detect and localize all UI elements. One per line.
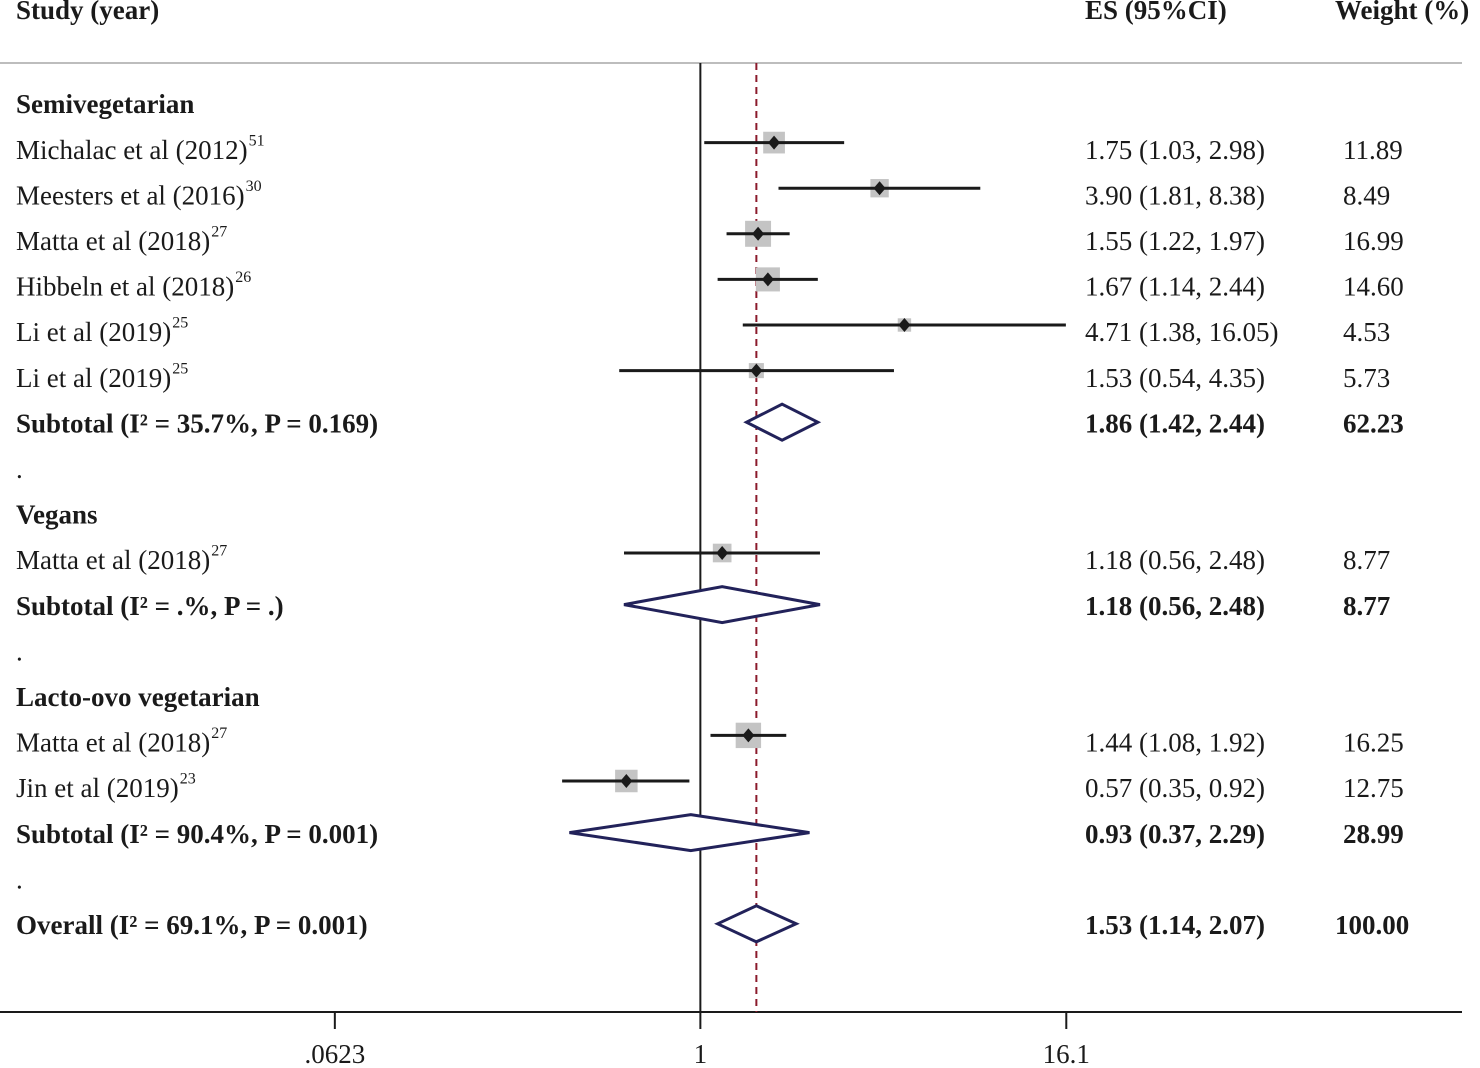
pooled-diamond bbox=[569, 813, 810, 853]
summary-label: Subtotal (I² = 35.7%, P = 0.169) bbox=[16, 408, 378, 438]
study-weight: 4.53 bbox=[1343, 317, 1390, 347]
study-ci: 1.75 (1.03, 2.98) bbox=[1085, 135, 1265, 165]
point-estimate bbox=[761, 272, 774, 287]
study-weight: 8.49 bbox=[1343, 180, 1390, 210]
summary-ci: 1.18 (0.56, 2.48) bbox=[1085, 591, 1265, 621]
separator: . bbox=[16, 636, 23, 666]
study-ci: 1.18 (0.56, 2.48) bbox=[1085, 545, 1265, 575]
study-ref: 25 bbox=[172, 315, 188, 332]
study-ref: 51 bbox=[249, 132, 265, 149]
separator: . bbox=[16, 454, 23, 484]
study-ci: 4.71 (1.38, 16.05) bbox=[1085, 317, 1278, 347]
group-name: Semivegetarian bbox=[16, 89, 194, 119]
study-weight: 16.25 bbox=[1343, 728, 1404, 758]
study-name: Li et al (2019) bbox=[16, 317, 171, 347]
study-ci: 0.57 (0.35, 0.92) bbox=[1085, 773, 1265, 803]
point-estimate bbox=[716, 546, 729, 560]
summary-weight: 62.23 bbox=[1343, 408, 1404, 438]
summary-weight: 100.00 bbox=[1335, 910, 1409, 940]
summary-ci: 1.86 (1.42, 2.44) bbox=[1085, 408, 1265, 438]
point-estimate bbox=[768, 135, 781, 150]
study-ref: 27 bbox=[211, 543, 227, 560]
pooled-diamond bbox=[743, 402, 822, 442]
study-ci: 1.67 (1.14, 2.44) bbox=[1085, 272, 1265, 302]
study-ref: 27 bbox=[211, 223, 227, 240]
header-study: Study (year) bbox=[16, 0, 159, 25]
summary-label: Subtotal (I² = 90.4%, P = 0.001) bbox=[16, 819, 378, 849]
study-ref: 30 bbox=[246, 178, 262, 195]
separator: . bbox=[16, 864, 23, 894]
study-name: Meesters et al (2016) bbox=[16, 180, 245, 210]
study-name: Matta et al (2018) bbox=[16, 545, 210, 575]
pooled-diamond bbox=[623, 585, 821, 625]
study-name: Matta et al (2018) bbox=[16, 226, 210, 256]
study-weight: 11.89 bbox=[1343, 135, 1403, 165]
x-tick-label: 1 bbox=[694, 1039, 708, 1068]
study-ci: 3.90 (1.81, 8.38) bbox=[1085, 180, 1265, 210]
summary-label: Overall (I² = 69.1%, P = 0.001) bbox=[16, 910, 368, 940]
x-tick-label: 16.1 bbox=[1043, 1039, 1090, 1068]
summary-weight: 8.77 bbox=[1343, 591, 1390, 621]
group-name: Lacto-ovo vegetarian bbox=[16, 682, 260, 712]
x-tick-label: .0623 bbox=[304, 1039, 365, 1068]
study-name: Hibbeln et al (2018) bbox=[16, 272, 234, 302]
point-estimate bbox=[873, 181, 886, 196]
header-es: ES (95%CI) bbox=[1085, 0, 1227, 25]
point-estimate bbox=[750, 363, 763, 378]
point-estimate bbox=[898, 318, 911, 332]
point-estimate bbox=[752, 226, 765, 241]
summary-ci: 0.93 (0.37, 2.29) bbox=[1085, 819, 1265, 849]
study-weight: 12.75 bbox=[1343, 773, 1404, 803]
summary-label: Subtotal (I² = .%, P = .) bbox=[16, 591, 284, 621]
study-name: Matta et al (2018) bbox=[16, 728, 210, 758]
study-ci: 1.44 (1.08, 1.92) bbox=[1085, 728, 1265, 758]
study-ci: 1.53 (0.54, 4.35) bbox=[1085, 363, 1265, 393]
pooled-diamond bbox=[714, 904, 800, 944]
study-weight: 16.99 bbox=[1343, 226, 1404, 256]
point-estimate bbox=[742, 728, 755, 743]
study-weight: 5.73 bbox=[1343, 363, 1390, 393]
study-name: Li et al (2019) bbox=[16, 363, 171, 393]
point-estimate bbox=[620, 774, 633, 788]
study-ci: 1.55 (1.22, 1.97) bbox=[1085, 226, 1265, 256]
header-weight: Weight (%) bbox=[1335, 0, 1469, 25]
study-ref: 26 bbox=[235, 269, 251, 286]
study-ref: 25 bbox=[172, 360, 188, 377]
study-weight: 8.77 bbox=[1343, 545, 1390, 575]
study-name: Jin et al (2019) bbox=[16, 773, 179, 803]
study-ref: 23 bbox=[180, 771, 196, 788]
summary-ci: 1.53 (1.14, 2.07) bbox=[1085, 910, 1265, 940]
summary-weight: 28.99 bbox=[1343, 819, 1404, 849]
group-name: Vegans bbox=[16, 500, 98, 530]
study-ref: 27 bbox=[211, 725, 227, 742]
study-weight: 14.60 bbox=[1343, 272, 1404, 302]
study-name: Michalac et al (2012) bbox=[16, 135, 248, 165]
